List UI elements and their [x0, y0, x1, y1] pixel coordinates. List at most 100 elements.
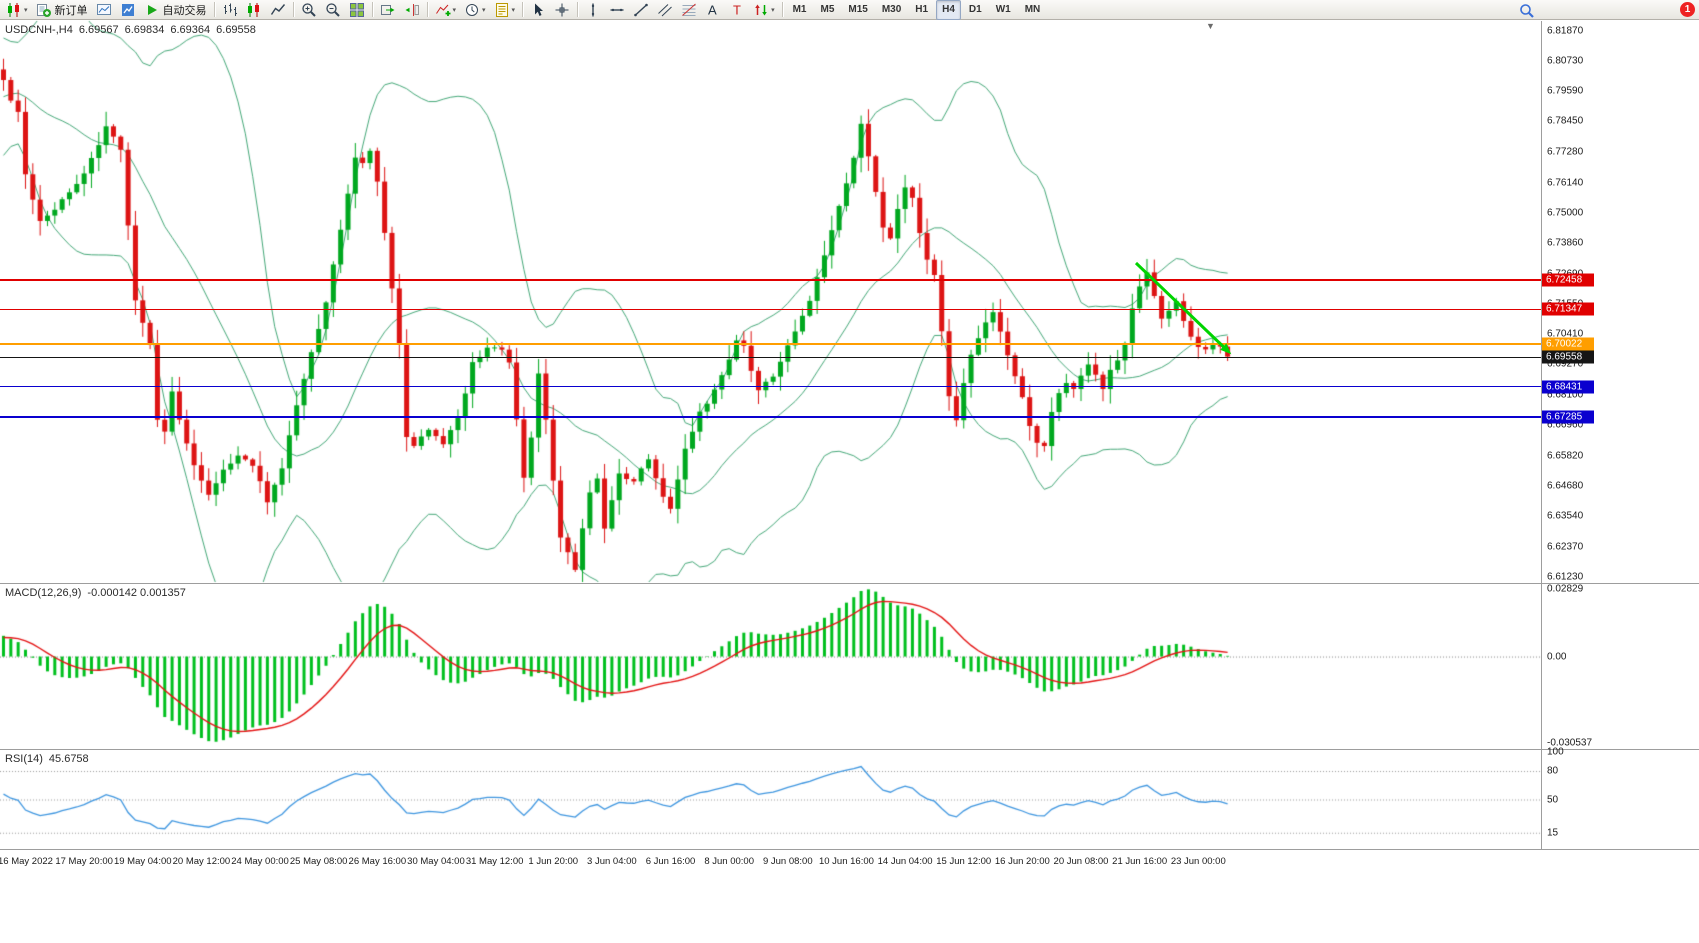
arrows-button[interactable]: ▾	[750, 0, 778, 20]
new-order-button[interactable]: 新订单	[33, 0, 91, 20]
ohlc-open: 6.69567	[78, 24, 119, 36]
price-axis-tick: 6.78450	[1547, 115, 1584, 127]
auto-scroll-button[interactable]	[377, 0, 399, 20]
zoom-out-button[interactable]	[322, 0, 344, 20]
svg-text:T: T	[733, 2, 741, 17]
ohlc-low: 6.69364	[170, 24, 211, 36]
vertical-line-button[interactable]	[582, 0, 604, 20]
time-axis-label: 8 Jun 00:00	[704, 856, 754, 867]
periods-button[interactable]: ▾	[461, 0, 489, 20]
time-axis-label: 21 Jun 16:00	[1112, 856, 1168, 867]
price-axis-tick: 6.70410	[1547, 328, 1584, 340]
horizontal-line-6.67285[interactable]	[0, 416, 1541, 418]
time-axis-label: 1 Jun 20:00	[528, 856, 579, 867]
price-axis-tick: 6.77280	[1547, 146, 1584, 158]
rsi-scale-label: 50	[1547, 794, 1559, 805]
time-axis-label: 14 Jun 04:00	[877, 856, 933, 867]
price-axis-tick: 6.68100	[1547, 389, 1584, 401]
rsi-label: RSI(14)	[5, 753, 43, 765]
price-axis-tick: 6.73860	[1547, 237, 1584, 249]
toolbar-separator	[426, 2, 428, 17]
autotrading-button[interactable]: 自动交易	[141, 0, 210, 20]
trendline-button[interactable]	[630, 0, 652, 20]
time-axis-label: 23 Jun 00:00	[1170, 856, 1226, 867]
new-chart-button[interactable]: ▾	[3, 0, 31, 20]
toolbar-separator	[577, 2, 579, 17]
rsi-caption: RSI(14) 45.6758	[5, 753, 89, 765]
search-icon[interactable]	[1516, 1, 1538, 21]
price-marker-6.72458: 6.72458	[1542, 273, 1594, 287]
toolbar-separator	[781, 2, 783, 17]
timeframe-mn-button[interactable]: MN	[1024, 4, 1041, 15]
time-axis-label: 31 May 12:00	[465, 856, 524, 867]
timeframe-h1-button[interactable]: H1	[915, 4, 929, 15]
timeframe-d1-button[interactable]: D1	[968, 4, 982, 15]
pane-separator[interactable]	[0, 849, 1699, 850]
main-chart-pane[interactable]	[0, 21, 1541, 581]
text-button[interactable]: A	[702, 0, 724, 20]
price-axis-tick: 6.81870	[1547, 25, 1584, 37]
rsi-pane[interactable]	[0, 750, 1541, 848]
time-axis-label: 10 Jun 16:00	[818, 856, 874, 867]
ohlc-high: 6.69834	[124, 24, 165, 36]
time-axis[interactable]: 16 May 2022 17 May 20:00 19 May 04:00 20 Ma…	[0, 850, 1699, 876]
chart-caption: USDCNH-,H4 6.69567 6.69834 6.69364 6.695…	[5, 24, 256, 36]
market-watch-button[interactable]	[117, 0, 139, 20]
fibonacci-button[interactable]	[678, 0, 700, 20]
crosshair-button[interactable]	[551, 0, 573, 20]
timeframe-m30-button[interactable]: M30	[881, 4, 902, 15]
macd-scale-zero: 0.00	[1547, 651, 1567, 663]
macd-scale-min: -0.030537	[1547, 737, 1593, 749]
horizontal-line-6.72458[interactable]	[0, 279, 1541, 281]
time-axis-label: 15 Jun 12:00	[936, 856, 992, 867]
chart-window-button[interactable]	[93, 0, 115, 20]
bid-price-line	[0, 356, 1541, 358]
price-axis-tick: 6.62370	[1547, 541, 1584, 553]
timeframe-h4-button[interactable]: H4	[936, 0, 961, 20]
price-marker-6.67285: 6.67285	[1542, 410, 1594, 424]
price-axis-tick: 6.63540	[1547, 510, 1584, 522]
toolbar-separator	[371, 2, 373, 17]
horizontal-line-6.70022[interactable]	[0, 343, 1541, 346]
cursor-button[interactable]	[527, 0, 549, 20]
timeframe-w1-button[interactable]: W1	[995, 4, 1011, 15]
timeframe-m1-button[interactable]: M1	[792, 4, 807, 15]
label-button[interactable]: T	[726, 0, 748, 20]
horizontal-line-button[interactable]	[606, 0, 628, 20]
time-axis-label: 16 May 2022	[0, 856, 53, 867]
candle-chart-button[interactable]	[243, 0, 265, 20]
rsi-value: 45.6758	[48, 753, 89, 765]
bar-chart-button[interactable]	[219, 0, 241, 20]
chart-shift-button[interactable]	[401, 0, 423, 20]
pane-separator[interactable]	[0, 583, 1699, 584]
toolbar-items: ▾ 新订单 自动交易 ▾ ▾ ▾ A T ▾ M1 M5 M15 M30 H1 H4 D1 W1 MN	[2, 0, 1047, 20]
macd-pane[interactable]	[0, 584, 1541, 748]
price-axis-tick: 6.65820	[1547, 450, 1584, 462]
channel-button[interactable]	[654, 0, 676, 20]
tile-windows-button[interactable]	[346, 0, 368, 20]
price-axis[interactable]: 6.81870 6.80730 6.79590 6.78450 6.77280 6.761…	[1542, 21, 1699, 850]
horizontal-line-6.71347[interactable]	[0, 308, 1541, 311]
chart-shift-marker[interactable]: ▼	[1206, 21, 1215, 31]
price-axis-tick: 6.64680	[1547, 480, 1584, 492]
time-axis-label: 25 May 08:00	[289, 856, 348, 867]
macd-values: -0.000142 0.001357	[87, 587, 186, 599]
rsi-scale-label: 80	[1547, 765, 1559, 777]
timeframe-m15-button[interactable]: M15	[848, 4, 868, 15]
price-axis-tick: 6.66960	[1547, 419, 1584, 431]
pane-separator[interactable]	[0, 749, 1699, 750]
price-marker-6.71347: 6.71347	[1542, 302, 1594, 316]
horizontal-line-6.68431[interactable]	[0, 385, 1541, 388]
indicators-button[interactable]: ▾	[432, 0, 460, 20]
price-axis-tick: 6.76140	[1547, 177, 1584, 189]
line-chart-button[interactable]	[267, 0, 289, 20]
templates-button[interactable]: ▾	[491, 0, 519, 20]
rsi-scale-label: 100	[1547, 746, 1564, 758]
toolbar-separator	[522, 2, 524, 17]
zoom-in-button[interactable]	[298, 0, 320, 20]
timeframe-m5-button[interactable]: M5	[820, 4, 835, 15]
main-toolbar: ▾ 新订单 自动交易 ▾ ▾ ▾ A T ▾ M1 M5 M15 M30 H1 H4 D1 W1 MN 1	[0, 0, 1699, 20]
time-axis-label: 26 May 16:00	[348, 856, 407, 867]
time-axis-label: 24 May 00:00	[231, 856, 289, 867]
